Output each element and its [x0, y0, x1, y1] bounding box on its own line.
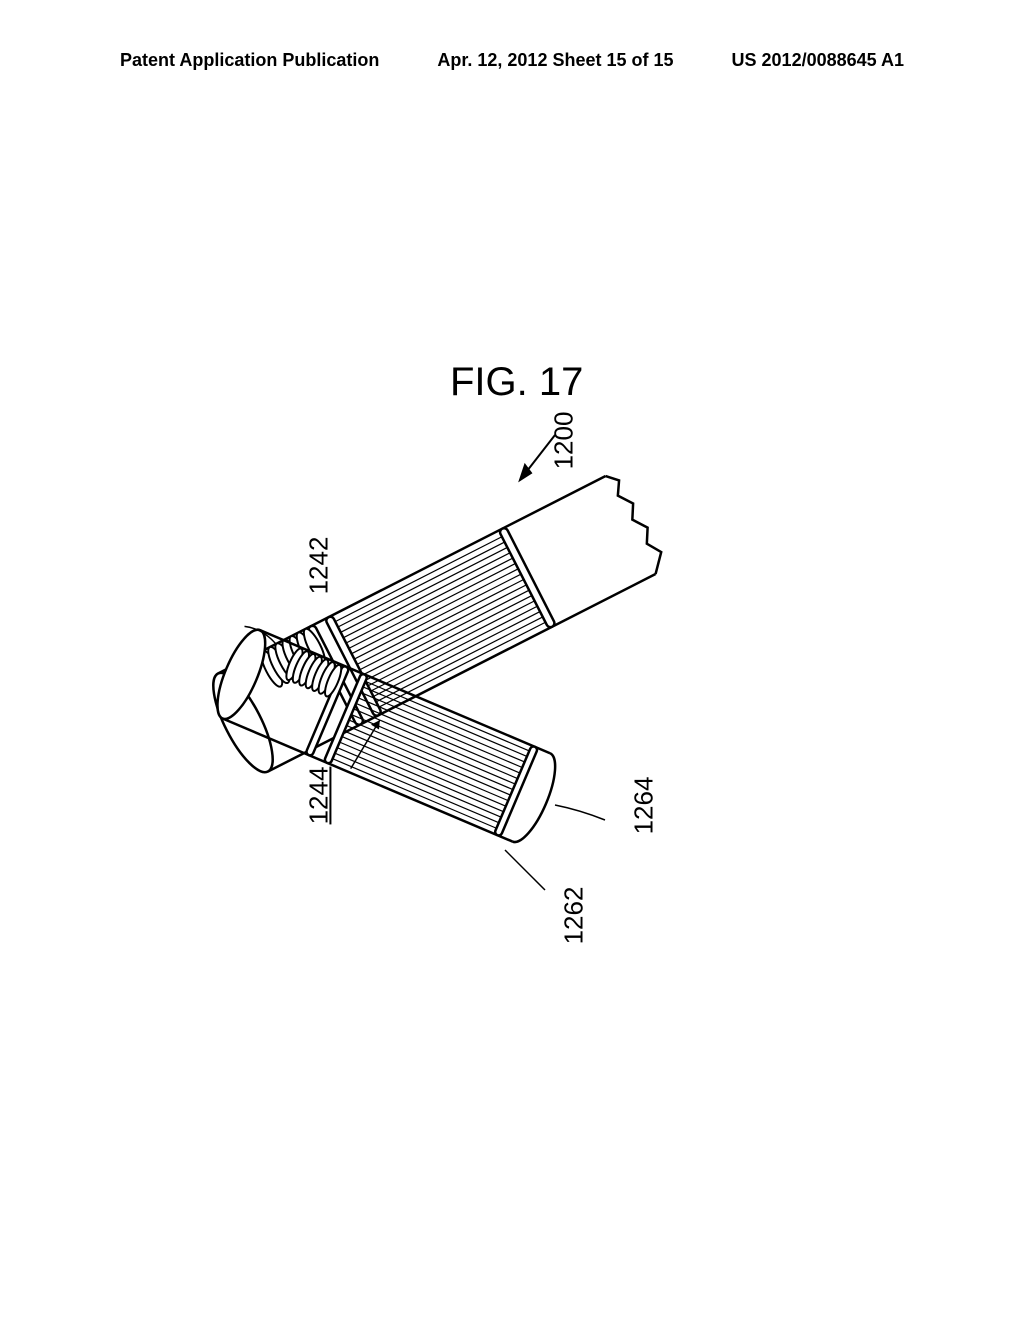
header-publication: Patent Application Publication	[120, 50, 379, 71]
reference-label-1244: 1244	[303, 767, 334, 825]
header-date-sheet: Apr. 12, 2012 Sheet 15 of 15	[379, 50, 731, 71]
header-patent-number: US 2012/0088645 A1	[732, 50, 904, 71]
reference-label-1242: 1242	[303, 537, 334, 595]
figure-container: FIG. 17	[185, 330, 725, 1000]
reference-label-1262: 1262	[558, 887, 589, 945]
patent-figure-svg	[185, 330, 725, 1000]
figure-title: FIG. 17	[450, 360, 583, 405]
reference-label-1264: 1264	[628, 777, 659, 835]
reference-label-1200: 1200	[548, 412, 579, 470]
page-header: Patent Application Publication Apr. 12, …	[0, 50, 1024, 71]
